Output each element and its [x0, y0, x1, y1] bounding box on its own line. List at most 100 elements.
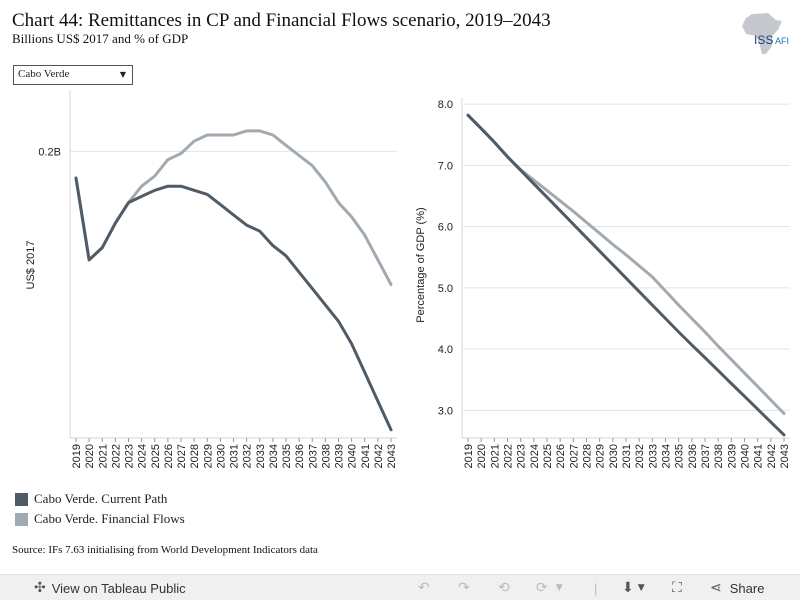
x-tick-label: 2038 — [713, 444, 725, 468]
x-tick-label: 2022 — [503, 444, 515, 468]
legend-item-financial-flows[interactable]: Cabo Verde. Financial Flows — [15, 509, 185, 529]
country-selector[interactable]: Cabo Verde ▼ — [13, 65, 133, 85]
iss-africa-logo: ISS AFI — [742, 13, 789, 54]
series-line — [74, 176, 393, 432]
x-tick-label: 2032 — [242, 444, 254, 468]
x-tick-label: 2034 — [268, 444, 280, 468]
redo-icon: ↷ — [458, 580, 470, 596]
x-tick-label: 2026 — [163, 444, 175, 468]
x-tick-label: 2020 — [476, 444, 488, 468]
x-tick-label: 2035 — [281, 444, 293, 468]
y-tick-label: 3.0 — [438, 405, 453, 417]
x-tick-label: 2029 — [202, 444, 214, 468]
x-tick-label: 2039 — [334, 444, 346, 468]
x-tick-label: 2037 — [307, 444, 319, 468]
undo-icon: ↶ — [418, 580, 430, 596]
toolbar-divider: | — [594, 580, 598, 596]
y-tick-label: 4.0 — [438, 344, 453, 356]
x-tick-label: 2037 — [700, 444, 712, 468]
x-tick-label: 2022 — [110, 444, 122, 468]
x-tick-label: 2041 — [360, 444, 372, 468]
x-tick-label: 2036 — [687, 444, 699, 468]
logo-suffix: AFI — [775, 36, 789, 46]
y-tick-label: 0.2B — [38, 146, 61, 158]
download-dropdown-icon: ▼ — [637, 583, 645, 593]
fullscreen-icon: ⛶ — [672, 580, 682, 596]
fullscreen-button[interactable]: ⛶ — [672, 579, 682, 597]
x-tick-label: 2043 — [779, 444, 791, 468]
x-tick-label: 2031 — [229, 444, 241, 468]
y-axis-title: Percentage of GDP (%) — [415, 207, 427, 322]
y-axis-title: US$ 2017 — [25, 241, 37, 290]
refresh-icon: ⟳ — [536, 580, 548, 596]
x-tick-label: 2032 — [634, 444, 646, 468]
undo-button[interactable]: ↶ — [418, 579, 430, 597]
chart-title: Chart 44: Remittances in CP and Financia… — [12, 10, 551, 31]
legend-label-financial-flows: Cabo Verde. Financial Flows — [34, 511, 185, 526]
x-tick-label: 2036 — [294, 444, 306, 468]
x-tick-label: 2024 — [529, 444, 541, 468]
y-tick-label: 5.0 — [438, 283, 453, 295]
x-tick-label: 2033 — [255, 444, 267, 468]
legend-swatch-current-path — [15, 492, 28, 506]
legend-item-current-path[interactable]: Cabo Verde. Current Path — [15, 489, 185, 509]
x-tick-label: 2043 — [386, 444, 398, 468]
x-tick-label: 2029 — [595, 444, 607, 468]
revert-button[interactable]: ⟲ — [498, 579, 510, 597]
x-tick-label: 2020 — [84, 444, 96, 468]
refresh-button[interactable]: ⟳ ▼ — [536, 579, 563, 597]
legend-label-current-path: Cabo Verde. Current Path — [34, 491, 168, 506]
tableau-icon: ✣ — [34, 580, 46, 596]
x-tick-label: 2023 — [516, 444, 528, 468]
tableau-toolbar: ✣ View on Tableau Public ↶ ↷ ⟲ ⟳ ▼ | ⬇ ▼ ⛶… — [0, 574, 800, 600]
x-tick-label: 2028 — [582, 444, 594, 468]
x-tick-label: 2027 — [176, 444, 188, 468]
redo-button[interactable]: ↷ — [458, 579, 470, 597]
y-tick-label: 6.0 — [438, 222, 453, 234]
x-tick-label: 2030 — [608, 444, 620, 468]
share-label: Share — [729, 580, 765, 596]
y-tick-label: 7.0 — [438, 160, 453, 172]
country-selector-value: Cabo Verde — [18, 68, 70, 80]
x-tick-label: 2024 — [137, 444, 149, 468]
y-tick-label: 8.0 — [438, 99, 453, 111]
download-icon: ⬇ — [622, 580, 634, 596]
x-tick-label: 2040 — [740, 444, 752, 468]
x-tick-label: 2025 — [150, 444, 162, 468]
revert-icon: ⟲ — [498, 580, 510, 596]
x-tick-label: 2026 — [555, 444, 567, 468]
logo-text: ISS — [754, 33, 773, 47]
x-tick-label: 2041 — [753, 444, 765, 468]
legend: Cabo Verde. Current Path Cabo Verde. Fin… — [15, 489, 185, 529]
series-line — [466, 113, 786, 437]
x-tick-label: 2019 — [71, 444, 83, 468]
x-tick-label: 2030 — [215, 444, 227, 468]
x-tick-label: 2042 — [373, 444, 385, 468]
series-line — [74, 129, 393, 286]
refresh-dropdown-icon: ▼ — [555, 583, 563, 593]
chevron-down-icon: ▼ — [119, 70, 126, 79]
share-button[interactable]: ⋖ Share — [710, 579, 764, 597]
source-note: Source: IFs 7.63 initialising from World… — [12, 544, 318, 556]
x-tick-label: 2040 — [347, 444, 359, 468]
view-on-tableau-button[interactable]: ✣ View on Tableau Public — [34, 579, 186, 597]
x-tick-label: 2027 — [568, 444, 580, 468]
x-tick-label: 2038 — [320, 444, 332, 468]
series-line — [466, 113, 786, 415]
x-tick-label: 2021 — [489, 444, 501, 468]
x-tick-label: 2034 — [661, 444, 673, 468]
x-tick-label: 2033 — [647, 444, 659, 468]
x-tick-label: 2021 — [97, 444, 109, 468]
x-tick-label: 2031 — [621, 444, 633, 468]
x-tick-label: 2023 — [124, 444, 136, 468]
view-on-tableau-label: View on Tableau Public — [51, 580, 186, 596]
x-tick-label: 2028 — [189, 444, 201, 468]
x-tick-label: 2039 — [726, 444, 738, 468]
download-button[interactable]: ⬇ ▼ — [622, 579, 645, 597]
chart-subtitle: Billions US$ 2017 and % of GDP — [12, 31, 189, 46]
x-tick-label: 2035 — [674, 444, 686, 468]
x-tick-label: 2042 — [766, 444, 778, 468]
share-icon: ⋖ — [710, 580, 722, 596]
legend-swatch-financial-flows — [15, 512, 28, 526]
